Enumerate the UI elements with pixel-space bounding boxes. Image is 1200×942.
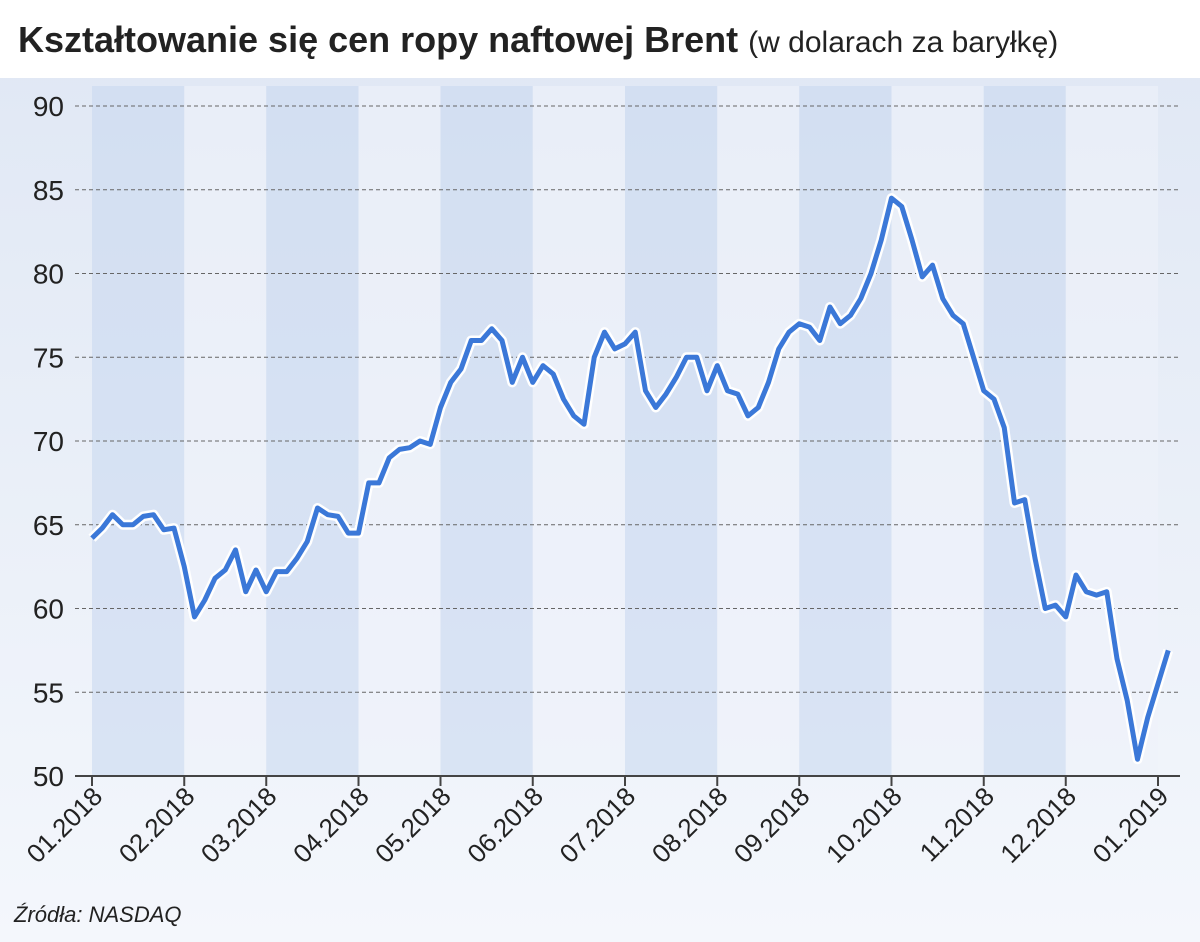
y-tick-label: 90 (33, 91, 64, 122)
month-band (358, 86, 441, 776)
month-band (184, 86, 267, 776)
y-tick-label: 80 (33, 259, 64, 290)
chart-title: Kształtowanie się cen ropy naftowej Bren… (18, 19, 1058, 60)
month-band (440, 86, 533, 776)
month-band (1065, 86, 1158, 776)
month-band (532, 86, 625, 776)
y-tick-label: 55 (33, 677, 64, 708)
month-band (717, 86, 800, 776)
month-band (891, 86, 984, 776)
source: Źródła: NASDAQ (13, 902, 182, 927)
line (90, 195, 1171, 762)
month-band (983, 86, 1066, 776)
subtitle: (w dolarach za baryłkę) (748, 26, 1058, 59)
month-band (92, 86, 185, 776)
y-tick-label: 75 (33, 342, 64, 373)
y-tick-label: 60 (33, 594, 64, 625)
title: Kształtowanie się cen ropy naftowej Bren… (18, 19, 738, 60)
y-tick-label: 50 (33, 761, 64, 792)
y-tick-label: 70 (33, 426, 64, 457)
y-tick-label: 85 (33, 175, 64, 206)
month-band (799, 86, 892, 776)
y-tick-label: 65 (33, 510, 64, 541)
month-band (625, 86, 718, 776)
header-band (0, 0, 1200, 78)
month-band (266, 86, 359, 776)
